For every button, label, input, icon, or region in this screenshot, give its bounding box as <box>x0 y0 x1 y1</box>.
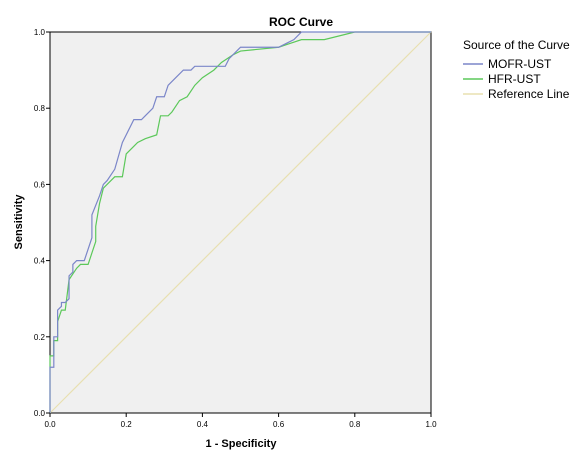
y-tick-label: 0.0 <box>34 409 46 418</box>
y-axis-title: Sensitivity <box>13 194 25 250</box>
series-line-reference-line <box>49 31 432 414</box>
x-tick-label: 0.4 <box>197 420 209 429</box>
y-tick-label: 0.6 <box>34 180 46 189</box>
legend-label: Reference Line <box>488 87 570 101</box>
x-tick-label: 1.0 <box>425 420 437 429</box>
legend: Source of the Curve MOFR-USTHFR-USTRefer… <box>463 38 570 101</box>
legend-label: HFR-UST <box>488 72 541 86</box>
series-line-mofr-ust <box>49 31 431 413</box>
legend-label: MOFR-UST <box>488 57 552 71</box>
chart-title: ROC Curve <box>269 15 333 29</box>
y-tick-label: 0.8 <box>34 104 46 113</box>
x-tick-label: 0.6 <box>273 420 285 429</box>
x-tick-label: 0.0 <box>44 420 56 429</box>
legend-title: Source of the Curve <box>463 38 570 52</box>
x-tick-label: 0.2 <box>121 420 133 429</box>
y-tick-label: 0.2 <box>34 333 46 342</box>
x-axis-title: 1 - Specificity <box>206 438 278 450</box>
y-tick-label: 1.0 <box>34 28 46 37</box>
axis-layer: 0.0 0.0 0.2 0.2 0.4 0.4 0.6 0.6 0.8 0.8 1.0 1.0 <box>34 28 437 429</box>
series-layer <box>49 31 432 414</box>
y-tick-label: 0.4 <box>34 257 46 266</box>
x-tick-label: 0.8 <box>349 420 361 429</box>
